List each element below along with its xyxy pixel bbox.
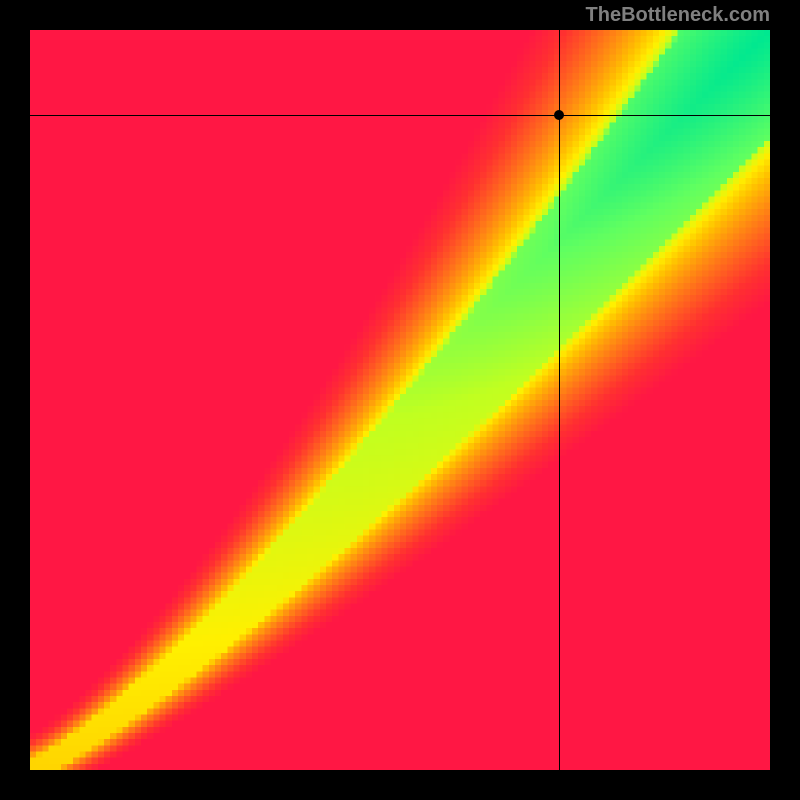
heatmap-plot xyxy=(30,30,770,770)
crosshair-vertical xyxy=(559,30,560,770)
heatmap-canvas xyxy=(30,30,770,770)
crosshair-horizontal xyxy=(30,115,770,116)
watermark-text: TheBottleneck.com xyxy=(586,4,770,27)
crosshair-marker xyxy=(554,110,564,120)
